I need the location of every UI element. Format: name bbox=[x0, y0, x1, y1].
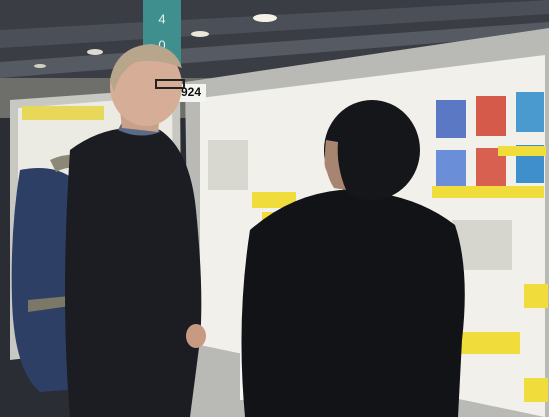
ceiling-light bbox=[87, 49, 103, 55]
poster-figure bbox=[476, 96, 506, 136]
poster-banner bbox=[22, 106, 104, 120]
person-face bbox=[325, 140, 346, 190]
poster-highlight bbox=[458, 332, 520, 354]
person-body bbox=[241, 190, 465, 417]
person-hair bbox=[110, 44, 182, 92]
poster-figure bbox=[516, 92, 544, 132]
person-glasses bbox=[155, 79, 185, 89]
board-number: 924 bbox=[181, 85, 201, 99]
poster-highlight bbox=[524, 378, 548, 402]
person-hand bbox=[186, 324, 206, 348]
ceiling-light bbox=[253, 14, 277, 22]
poster-highlight bbox=[252, 192, 296, 208]
sign-text: 4 bbox=[158, 11, 165, 26]
poster-highlight bbox=[524, 284, 548, 308]
ceiling-light bbox=[34, 64, 46, 68]
poster-figure bbox=[436, 100, 466, 138]
sign-text: 0 bbox=[158, 37, 165, 52]
person-head bbox=[324, 100, 420, 200]
poster-highlight bbox=[432, 186, 544, 198]
poster-figure bbox=[208, 140, 248, 190]
poster-figure bbox=[436, 150, 466, 186]
person-body bbox=[65, 127, 202, 417]
poster-highlight bbox=[498, 146, 546, 156]
backpack-strap bbox=[28, 296, 70, 312]
ceiling-beam bbox=[0, 0, 549, 48]
ceiling-light bbox=[191, 31, 209, 37]
